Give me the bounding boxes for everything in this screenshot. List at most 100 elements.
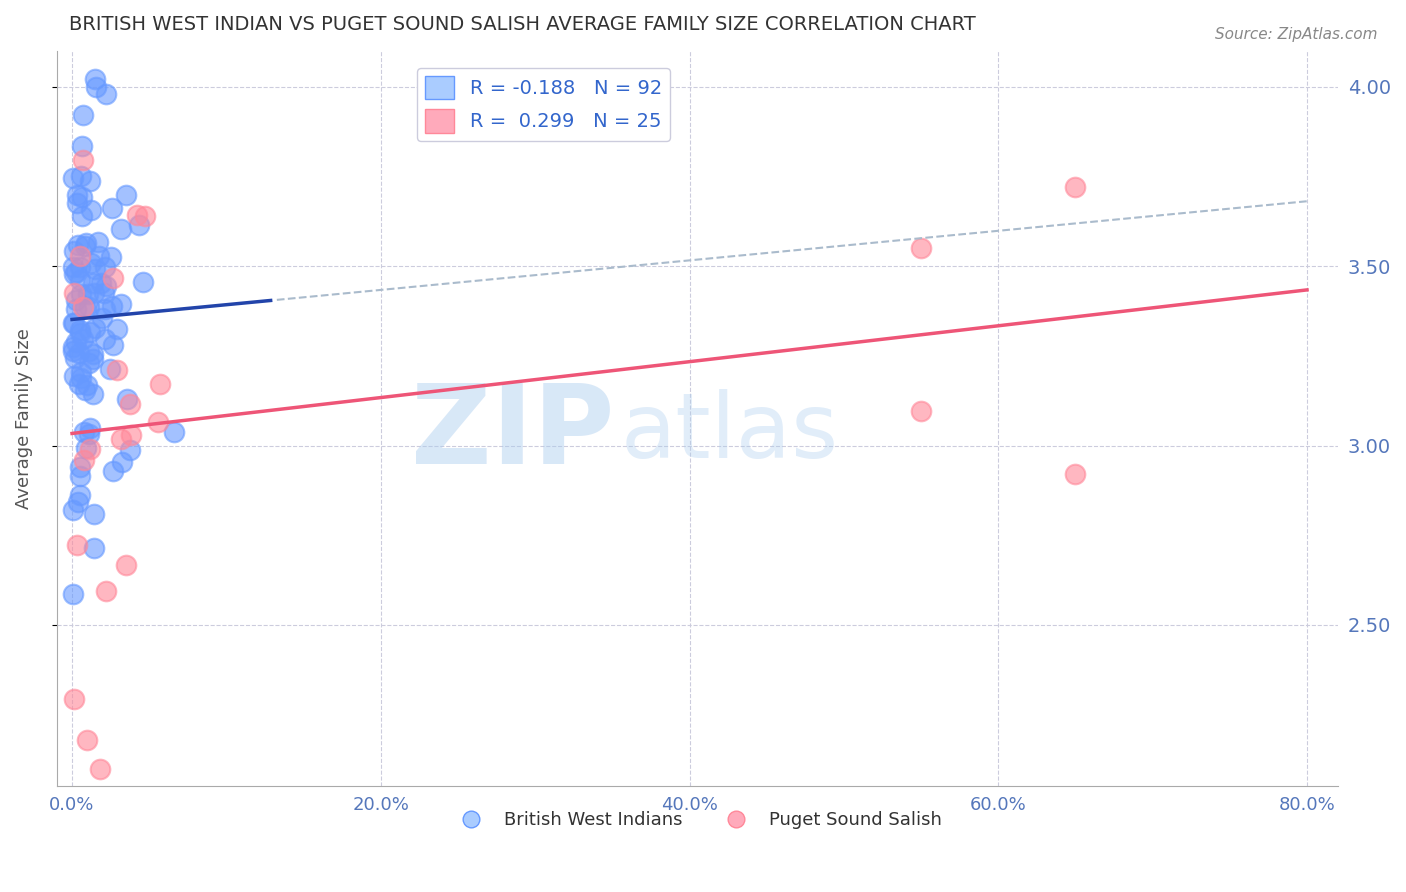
Point: [90, 310, 112, 325]
Point: [76, 732, 98, 747]
Point: [69, 370, 91, 384]
Point: [94, 332, 117, 346]
Point: [910, 404, 932, 418]
Point: [82, 387, 104, 401]
Point: [62, 340, 84, 354]
Point: [66, 187, 89, 202]
Point: [69, 488, 91, 502]
Point: [128, 218, 150, 232]
Point: [84, 262, 107, 277]
Point: [73, 300, 96, 314]
Point: [93, 286, 115, 301]
Point: [65, 293, 87, 307]
Point: [80, 202, 103, 217]
Point: [132, 275, 155, 289]
Text: BRITISH WEST INDIAN VS PUGET SOUND SALISH AVERAGE FAMILY SIZE CORRELATION CHART: BRITISH WEST INDIAN VS PUGET SOUND SALIS…: [69, 15, 976, 34]
Point: [65, 302, 87, 317]
Point: [70, 209, 93, 223]
Point: [62, 692, 84, 706]
Point: [101, 201, 124, 215]
Point: [83, 508, 105, 522]
Legend: British West Indians, Puget Sound Salish: British West Indians, Puget Sound Salish: [446, 804, 949, 837]
Point: [82, 277, 104, 291]
Point: [89, 762, 111, 776]
Point: [127, 209, 149, 223]
Point: [69, 260, 91, 274]
Point: [62, 587, 84, 601]
Text: ZIP: ZIP: [411, 380, 614, 487]
Point: [79, 442, 101, 457]
Point: [83, 72, 105, 87]
Point: [69, 323, 91, 337]
Point: [69, 460, 91, 475]
Point: [98, 362, 121, 376]
Point: [117, 392, 139, 407]
Point: [66, 495, 89, 509]
Point: [70, 364, 93, 378]
Text: Source: ZipAtlas.com: Source: ZipAtlas.com: [1215, 27, 1378, 42]
Point: [111, 455, 134, 469]
Point: [96, 278, 118, 293]
Point: [75, 383, 97, 397]
Point: [96, 584, 118, 599]
Point: [96, 87, 118, 101]
Point: [66, 196, 89, 211]
Point: [82, 346, 104, 360]
Point: [80, 256, 103, 270]
Point: [70, 287, 93, 301]
Point: [65, 335, 87, 350]
Point: [86, 79, 108, 94]
Point: [110, 297, 132, 311]
Point: [69, 248, 91, 262]
Point: [115, 188, 138, 202]
Point: [67, 346, 90, 360]
Point: [75, 441, 97, 455]
Point: [76, 377, 98, 392]
Point: [1064, 467, 1087, 481]
Point: [67, 238, 90, 252]
Point: [79, 325, 101, 339]
Point: [63, 351, 86, 366]
Point: [72, 425, 94, 439]
Point: [100, 299, 122, 313]
Point: [134, 209, 156, 223]
Point: [62, 316, 84, 330]
Point: [118, 442, 141, 457]
Text: atlas: atlas: [620, 390, 838, 477]
Point: [100, 251, 122, 265]
Point: [101, 464, 124, 478]
Point: [65, 265, 87, 279]
Point: [94, 301, 117, 316]
Point: [84, 320, 107, 334]
Point: [107, 363, 129, 377]
Point: [114, 558, 136, 573]
Point: [149, 376, 172, 391]
Point: [79, 421, 101, 435]
Point: [69, 273, 91, 287]
Point: [79, 174, 101, 188]
Point: [93, 260, 115, 274]
Point: [105, 322, 128, 336]
Point: [120, 427, 142, 442]
Point: [910, 241, 932, 255]
Point: [66, 538, 89, 552]
Point: [62, 343, 84, 358]
Point: [77, 343, 100, 358]
Point: [75, 236, 97, 251]
Point: [87, 249, 110, 263]
Point: [73, 239, 96, 253]
Point: [118, 397, 141, 411]
Point: [72, 190, 94, 204]
Point: [69, 326, 91, 340]
Point: [77, 356, 100, 370]
Point: [72, 300, 94, 314]
Point: [82, 351, 104, 366]
Point: [63, 368, 86, 383]
Point: [103, 270, 125, 285]
Point: [73, 453, 96, 467]
Point: [1064, 180, 1087, 194]
Point: [63, 316, 86, 330]
Point: [83, 541, 105, 555]
Point: [62, 171, 84, 186]
Point: [87, 235, 110, 249]
